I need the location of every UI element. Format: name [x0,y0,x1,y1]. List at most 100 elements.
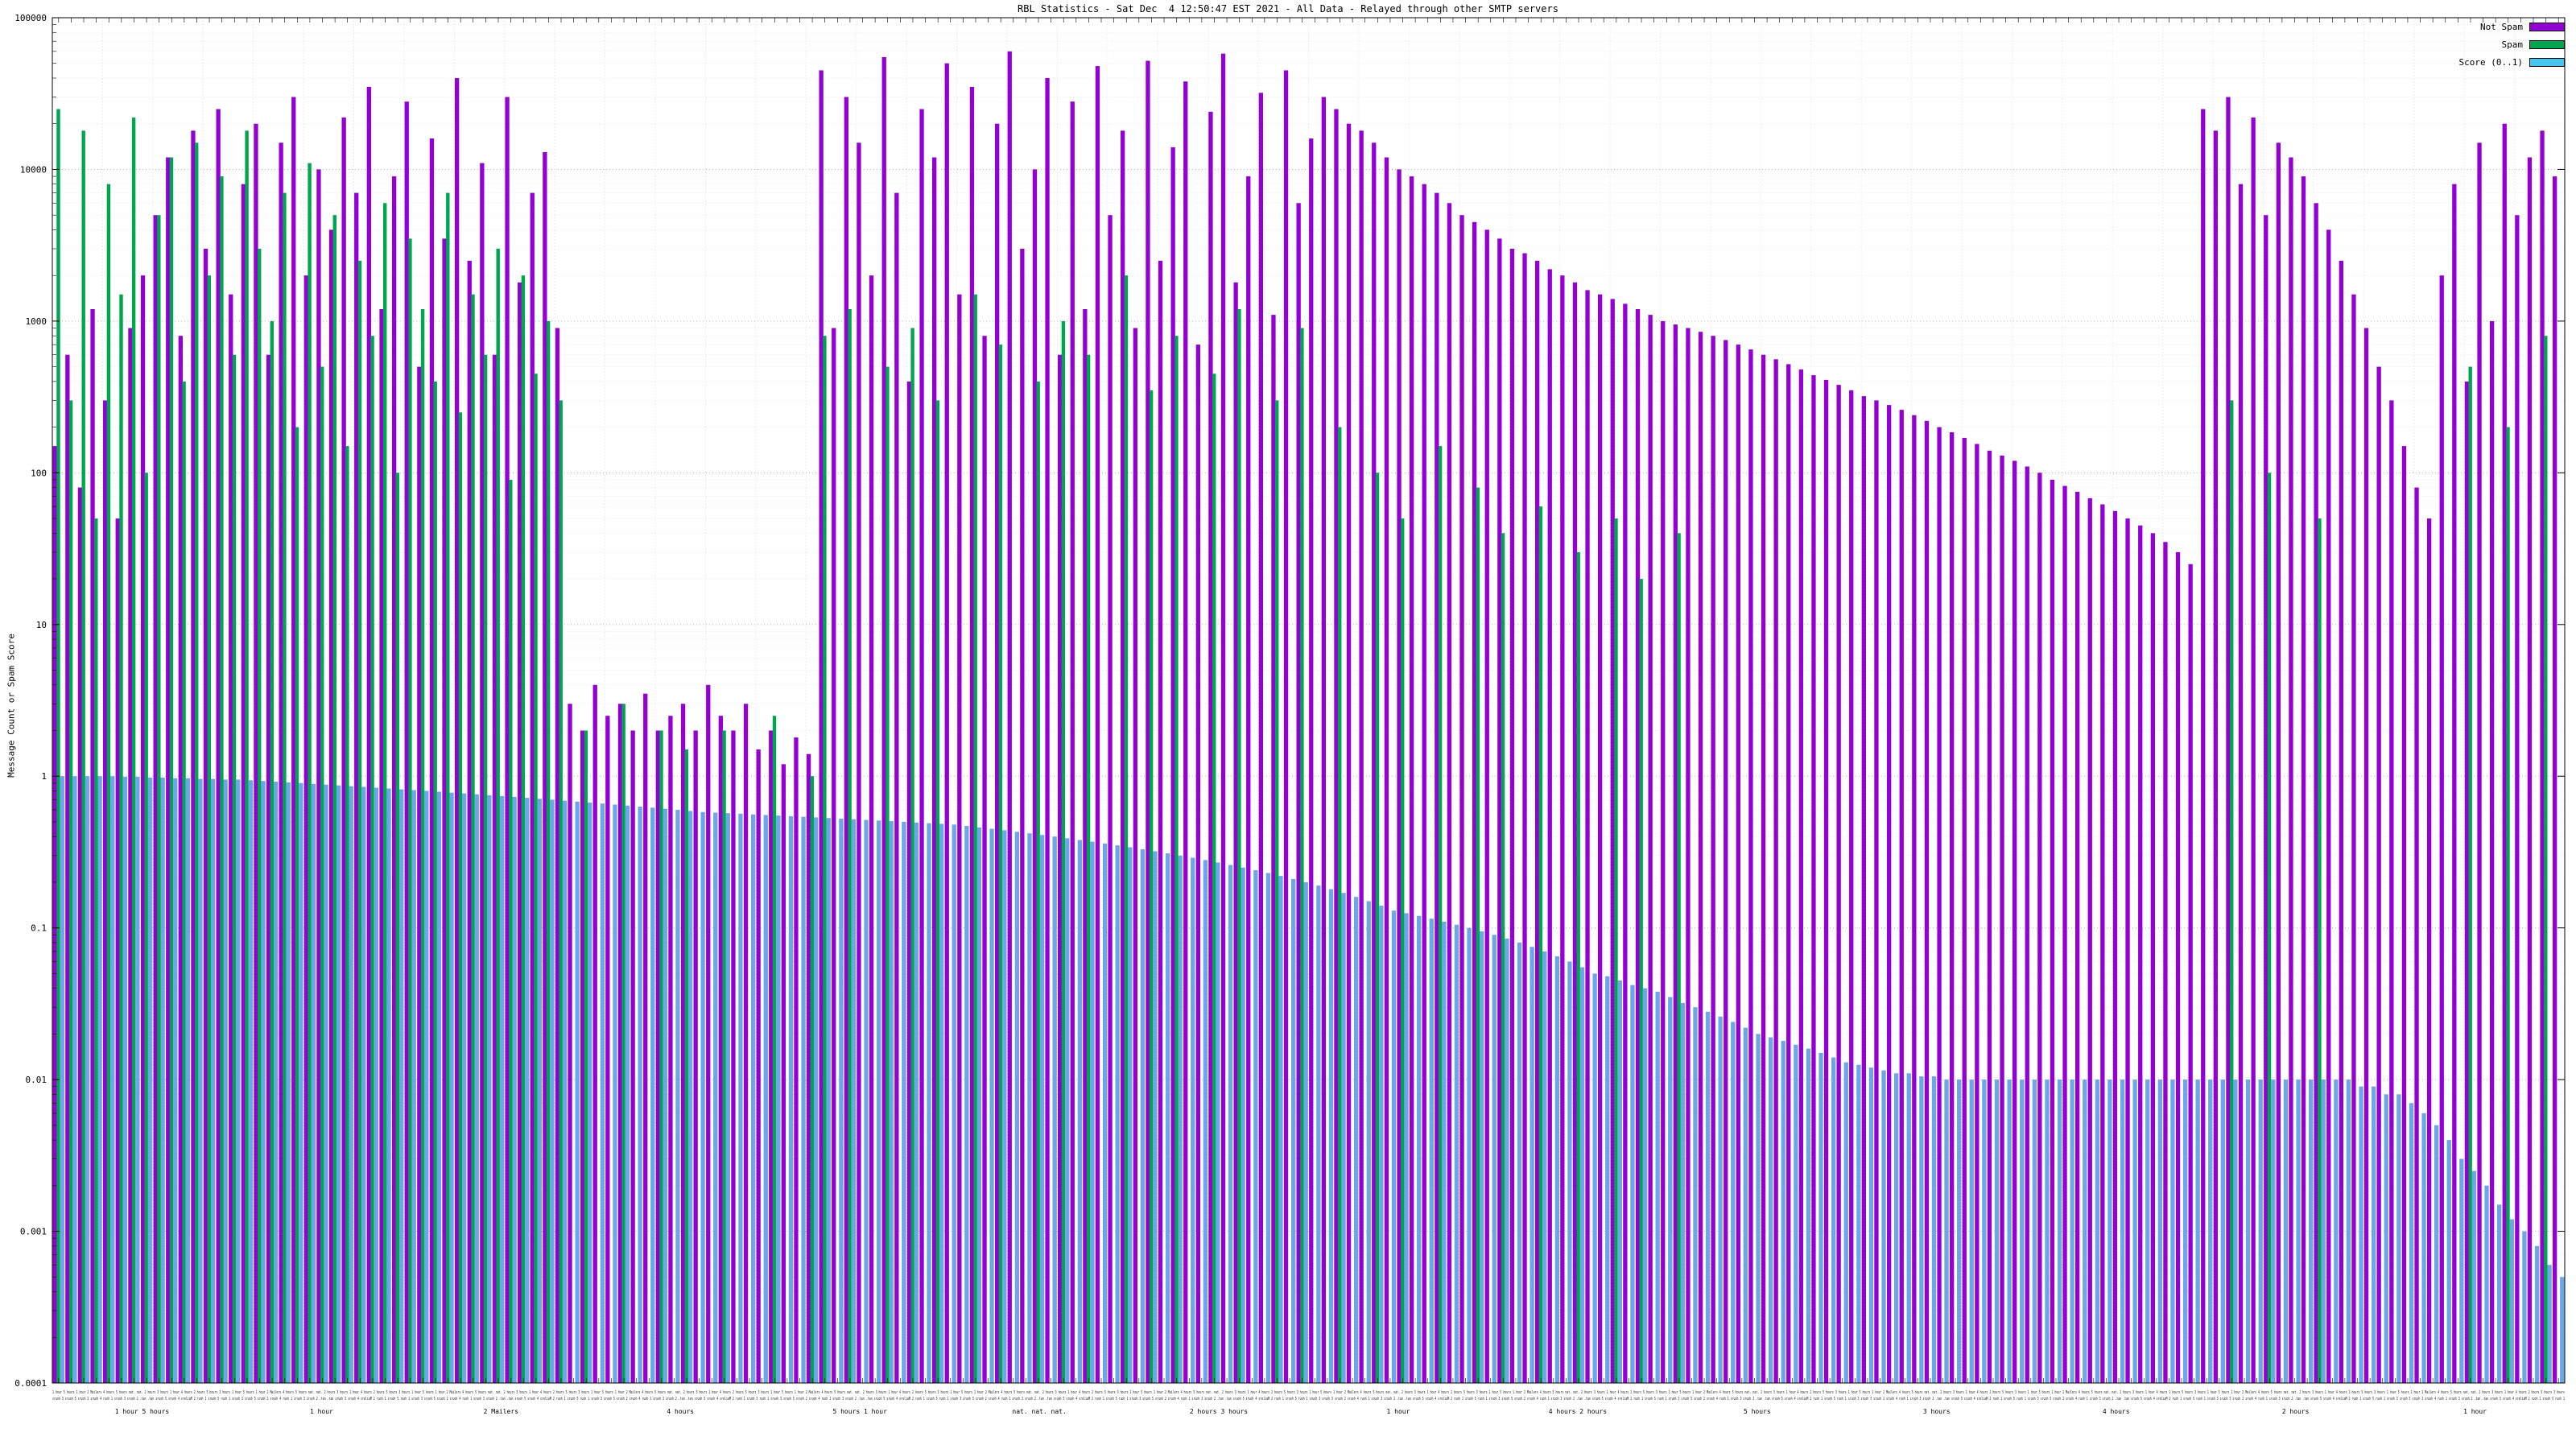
bar [2502,123,2507,1384]
bar [1435,192,1439,1384]
bar [832,328,836,1383]
bar [2509,1219,2514,1383]
bar [1341,893,1346,1383]
bar [467,260,472,1383]
bar [283,192,287,1384]
bar [2515,215,2520,1384]
y-tick-label: 0.0001 [14,1378,47,1389]
bar [2000,455,2004,1383]
bar [160,777,165,1383]
bar [1153,851,1158,1383]
bar [957,294,962,1384]
bar [258,249,262,1383]
bar [1158,260,1163,1383]
bar [349,786,353,1383]
bar [1149,390,1154,1383]
bar [1743,1027,1748,1383]
bar [1856,1064,1861,1383]
bar [1278,876,1283,1383]
bar [1316,886,1321,1383]
bar [1731,1022,1736,1383]
bar [621,704,625,1383]
bar [1614,518,1618,1383]
bar [995,123,1000,1384]
bar [1598,294,1603,1384]
bar [1346,123,1352,1384]
bar [1849,390,1854,1383]
bar [2544,336,2548,1384]
bar [725,813,730,1383]
bar [613,804,617,1383]
bar [575,801,580,1383]
bar [1401,518,1405,1383]
bar [772,716,777,1383]
bar [1036,381,1040,1383]
bar [806,753,811,1383]
bar [505,97,510,1383]
bar [919,109,924,1383]
bar [2522,1231,2527,1383]
bar [2283,1080,2289,1383]
bar [1655,991,1660,1383]
bar [1642,988,1648,1383]
bar [449,792,454,1383]
bar [927,823,931,1383]
bar [1061,320,1066,1383]
y-tick-label: 1000 [26,316,47,327]
bar [588,803,592,1383]
bar [600,803,605,1383]
bar [1014,832,1019,1383]
bar [220,176,224,1384]
bar [1237,309,1241,1383]
bar [1718,1016,1723,1383]
legend-label: Spam [2501,39,2524,50]
bar [1648,315,1653,1384]
bar [1007,51,1012,1383]
bar [2471,1170,2477,1383]
bar [2321,1080,2326,1383]
bar [546,320,551,1383]
bar [1899,410,1904,1384]
bar [2230,400,2234,1383]
bar [1861,396,1866,1384]
bar [1391,910,1397,1383]
bar [2112,510,2118,1383]
bar [906,381,912,1383]
y-tick-label: 0.1 [31,923,47,934]
bar [1579,967,1585,1383]
bar [2045,1080,2050,1383]
bar [2421,1113,2426,1383]
bar [341,117,346,1383]
bar [433,381,437,1383]
bar [106,184,111,1384]
bar [207,275,211,1384]
bar [2464,381,2470,1383]
bar [1183,81,1188,1384]
bar [826,818,831,1383]
bar [1894,1073,1899,1383]
legend-entry-score: Score (0..1) [2459,53,2565,71]
axes: 100000 10000 1000 100 10 1 0.1 0.01 0.001 0.0001 [14,13,2566,1389]
y-tick-label: 0.01 [26,1075,47,1085]
bar [1994,1080,2000,1383]
bar [1442,921,1447,1383]
bar [743,704,749,1383]
bar [1265,873,1271,1383]
bar [580,730,585,1383]
bar [738,813,743,1383]
bar [1497,238,1502,1383]
bar [2468,366,2472,1384]
bar [1924,420,1930,1383]
bar [270,320,274,1383]
bar [1447,203,1452,1383]
x-axis-labels: 1 hour 5 hours 1 hour 2 Mailers 4 hours … [52,1390,2565,1415]
bar [336,785,341,1383]
bar [2372,1086,2376,1383]
bar [2095,1080,2099,1383]
bar [869,275,874,1384]
spam-swatch-icon [2529,39,2565,49]
y-tick-label: 1 [41,771,47,782]
bar [1538,506,1543,1383]
bar [1912,415,1917,1384]
bar [982,336,987,1384]
